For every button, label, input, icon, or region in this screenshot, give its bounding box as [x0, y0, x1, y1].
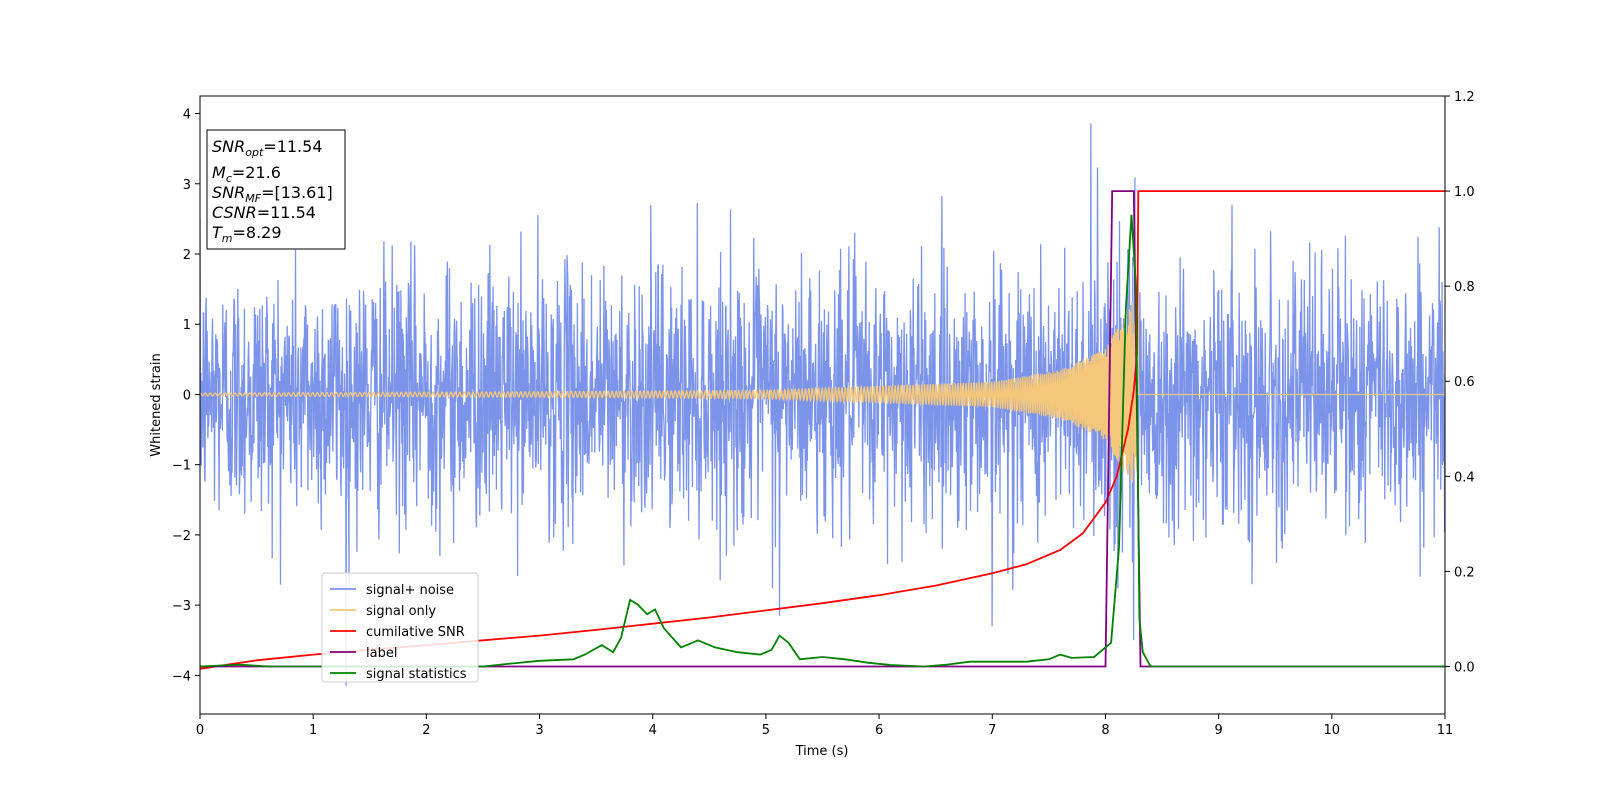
x-tick-label: 5 — [762, 723, 770, 738]
y-left-tick-label: 4 — [183, 108, 191, 123]
y-right-tick-label: 1.0 — [1454, 185, 1475, 200]
x-tick-label: 10 — [1324, 723, 1341, 738]
y-right-tick-label: 0.4 — [1454, 470, 1475, 485]
x-tick-label: 2 — [422, 723, 430, 738]
legend: signal+ noise signal only cumilative SNR la… — [321, 572, 479, 683]
y-right-tick-label: 0.8 — [1454, 280, 1475, 295]
legend-label: cumilative SNR — [366, 625, 465, 640]
signal-noise-line — [200, 123, 1445, 686]
legend-label: signal only — [366, 604, 436, 619]
x-tick-label: 9 — [1214, 723, 1222, 738]
info-csnr: CSNR=11.54 — [212, 203, 316, 222]
y-left-tick-label: 1 — [183, 318, 191, 333]
x-axis-label: Time (s) — [795, 744, 849, 759]
info-snr-opt: SNRopt=11.54 — [212, 137, 323, 159]
x-tick-label: 8 — [1101, 723, 1109, 738]
info-tm: Tm=8.29 — [212, 223, 282, 245]
x-tick-label: 1 — [309, 723, 317, 738]
x-tick-label: 0 — [196, 723, 204, 738]
info-mc: Mc=21.6 — [212, 163, 281, 185]
y-left-axis-ticks: 4 3 2 1 0 −1 −2 −3 −4 — [172, 108, 200, 684]
y-right-axis-ticks: 1.2 1.0 0.8 0.6 0.4 0.2 0.0 — [1445, 90, 1475, 675]
legend-label: signal statistics — [366, 667, 467, 682]
legend-item: cumilative SNR — [330, 625, 465, 640]
y-left-tick-label: −4 — [172, 669, 191, 684]
signal-statistics-line — [200, 214, 1445, 668]
info-snr-mf: SNRMF=[13.61] — [212, 183, 333, 205]
legend-item: signal only — [330, 604, 436, 619]
y-left-tick-label: −3 — [172, 599, 191, 614]
x-tick-label: 7 — [988, 723, 996, 738]
legend-label: label — [366, 646, 397, 661]
legend-items: signal+ noise signal only cumilative SNR la… — [330, 583, 467, 682]
plot-frame — [199, 95, 1446, 715]
legend-item: signal+ noise — [330, 583, 454, 598]
x-tick-label: 4 — [649, 723, 657, 738]
x-tick-label: 6 — [875, 723, 883, 738]
legend-item: signal statistics — [330, 667, 467, 682]
x-axis-ticks: 0 1 2 3 4 5 6 7 8 9 10 11 — [196, 714, 1453, 738]
y-left-tick-label: 2 — [183, 248, 191, 263]
y-right-tick-label: 0.6 — [1454, 375, 1475, 390]
y-right-tick-label: 1.2 — [1454, 90, 1475, 105]
info-box: SNRopt=11.54 Mc=21.6 SNRMF=[13.61] CSNR=… — [206, 129, 346, 250]
signal-only-line — [200, 291, 1445, 483]
y-left-tick-label: 0 — [183, 388, 191, 403]
y-right-tick-label: 0.2 — [1454, 565, 1475, 580]
legend-label: signal+ noise — [366, 583, 454, 598]
y-left-axis-label: Whitened strain — [149, 353, 164, 456]
y-left-tick-label: −1 — [172, 459, 191, 474]
x-tick-label: 3 — [535, 723, 543, 738]
y-right-tick-label: 0.0 — [1454, 660, 1475, 675]
legend-item: label — [330, 646, 397, 661]
y-left-tick-label: 3 — [183, 178, 191, 193]
x-tick-label: 11 — [1437, 723, 1454, 738]
y-left-tick-label: −2 — [172, 529, 191, 544]
